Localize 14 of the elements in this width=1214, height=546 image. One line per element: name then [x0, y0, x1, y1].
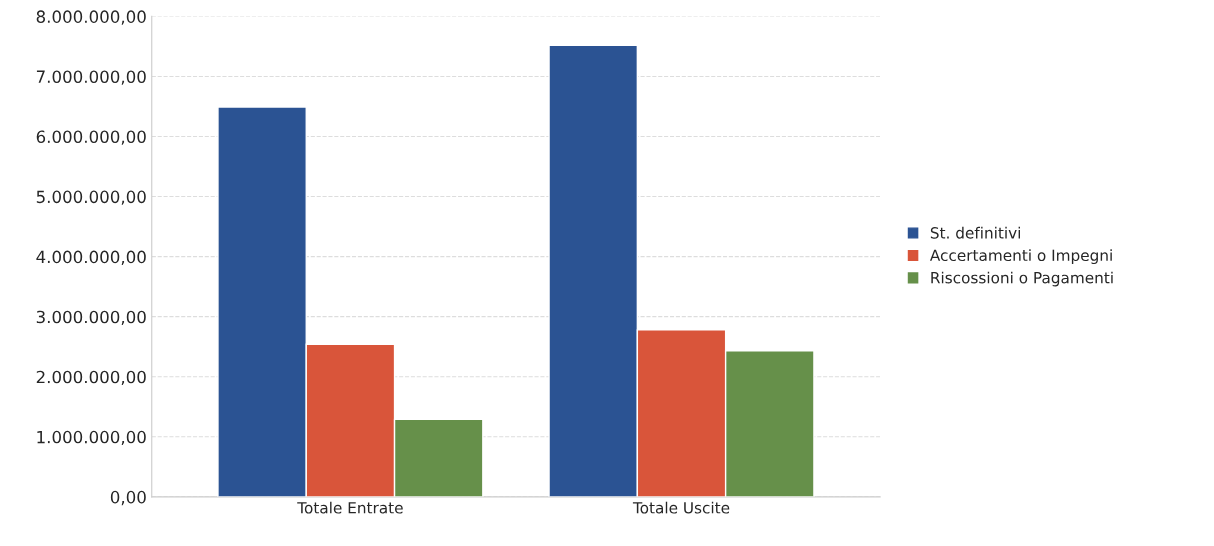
y-tick-label: 0,00	[110, 490, 146, 506]
y-tick-label: 5.000.000,00	[36, 190, 146, 205]
y-tick-label: 8.000.000,00	[36, 10, 146, 25]
legend-label: Accertamenti o Impegni	[929, 249, 1112, 265]
y-tick-label: 3.000.000,00	[36, 310, 146, 325]
legend-label: St. definitivi	[930, 226, 1020, 239]
y-tick-label: 1.000.000,00	[37, 430, 146, 446]
y-tick-label: 7.000.000,00	[36, 70, 146, 85]
y-tick-label: 2.000.000,00	[36, 370, 146, 386]
legend-label: Riscossioni o Pagamenti	[931, 271, 1113, 287]
y-tick-label: 6.000.000,00	[36, 130, 146, 145]
y-tick-label: 4.000.000,00	[36, 250, 146, 265]
x-tick-label: Totale Entrate	[297, 501, 403, 514]
x-tick-label: Totale Uscite	[632, 501, 730, 514]
